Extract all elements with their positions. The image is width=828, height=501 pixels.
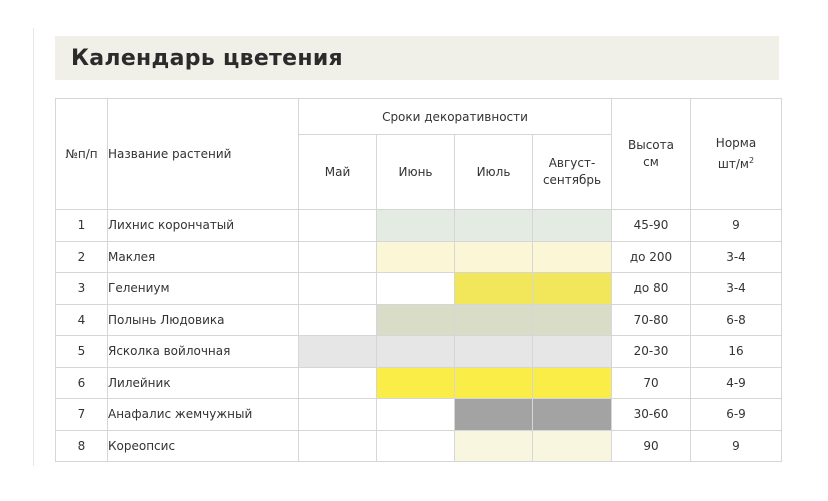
title-bar: Календарь цветения xyxy=(55,36,779,80)
row-number: 5 xyxy=(55,335,108,368)
row-number: 4 xyxy=(55,303,108,336)
bloom-cell-july xyxy=(454,240,533,273)
bloom-cell-june xyxy=(376,209,455,242)
bloom-cell-july xyxy=(454,303,533,336)
plant-name: Лилейник xyxy=(107,366,299,399)
plant-name: Кореопсис xyxy=(107,429,299,462)
bloom-cell-june xyxy=(376,366,455,399)
bloom-cell-aug-sep xyxy=(532,303,612,336)
header-norm-sup: 2 xyxy=(748,156,755,165)
bloom-cell-june xyxy=(376,335,455,368)
plant-name: Анафалис жемчужный xyxy=(107,398,299,431)
bloom-cell-june xyxy=(376,429,455,462)
plant-height: до 80 xyxy=(611,272,691,305)
bloom-cell-june xyxy=(376,303,455,336)
plant-name: Лихнис корончатый xyxy=(107,209,299,242)
bloom-cell-may xyxy=(298,209,377,242)
plant-norm: 9 xyxy=(690,209,782,242)
table-row: 2 Маклея до 200 3-4 xyxy=(55,240,782,273)
bloom-cell-july xyxy=(454,209,533,242)
plant-norm: 3-4 xyxy=(690,240,782,273)
row-number: 1 xyxy=(55,209,108,242)
plant-height: 45-90 xyxy=(611,209,691,242)
table-row: 3 Гелениум до 80 3-4 xyxy=(55,272,782,305)
header-height-text: Высота см xyxy=(628,138,674,169)
header-month-may: Май xyxy=(298,134,377,210)
page-title: Календарь цветения xyxy=(71,45,343,71)
bloom-cell-june xyxy=(376,272,455,305)
bloom-cell-july xyxy=(454,429,533,462)
bloom-cell-aug-sep xyxy=(532,272,612,305)
row-number: 6 xyxy=(55,366,108,399)
plant-name: Ясколка войлочная xyxy=(107,335,299,368)
bloom-cell-july xyxy=(454,335,533,368)
header-month-july: Июль xyxy=(454,134,533,210)
bloom-cell-july xyxy=(454,272,533,305)
plant-height: 20-30 xyxy=(611,335,691,368)
bloom-cell-may xyxy=(298,366,377,399)
row-number: 3 xyxy=(55,272,108,305)
plant-norm: 9 xyxy=(690,429,782,462)
table-row: 7 Анафалис жемчужный 30-60 6-9 xyxy=(55,398,782,431)
bloom-cell-july xyxy=(454,398,533,431)
plant-name: Гелениум xyxy=(107,272,299,305)
table-row: 4 Полынь Людовика 70-80 6-8 xyxy=(55,303,782,336)
plant-height: 30-60 xyxy=(611,398,691,431)
bloom-cell-aug-sep xyxy=(532,398,612,431)
row-number: 8 xyxy=(55,429,108,462)
row-number: 2 xyxy=(55,240,108,273)
header-norm-text: Норма шт/м xyxy=(715,136,757,171)
plant-height: до 200 xyxy=(611,240,691,273)
plant-norm: 4-9 xyxy=(690,366,782,399)
row-number: 7 xyxy=(55,398,108,431)
header-month-aug-sep: Август- сентябрь xyxy=(532,134,612,210)
plant-norm: 16 xyxy=(690,335,782,368)
bloom-cell-june xyxy=(376,240,455,273)
header-height: Высота см xyxy=(611,98,691,210)
bloom-cell-aug-sep xyxy=(532,335,612,368)
header-month-june: Июнь xyxy=(376,134,455,210)
header-name: Название растений xyxy=(107,98,299,210)
plant-norm: 6-8 xyxy=(690,303,782,336)
bloom-cell-may xyxy=(298,303,377,336)
plant-norm: 3-4 xyxy=(690,272,782,305)
table-row: 5 Ясколка войлочная 20-30 16 xyxy=(55,335,782,368)
table-row: 6 Лилейник 70 4-9 xyxy=(55,366,782,399)
plant-height: 70-80 xyxy=(611,303,691,336)
bloom-cell-june xyxy=(376,398,455,431)
plant-height: 70 xyxy=(611,366,691,399)
bloom-cell-july xyxy=(454,366,533,399)
table-row: 1 Лихнис корончатый 45-90 9 xyxy=(55,209,782,242)
header-period-group: Сроки декоративности xyxy=(298,98,612,135)
header-num: №п/п xyxy=(55,98,108,210)
bloom-cell-aug-sep xyxy=(532,366,612,399)
left-margin-rule xyxy=(33,28,34,466)
bloom-cell-may xyxy=(298,272,377,305)
bloom-cell-may xyxy=(298,398,377,431)
table-row: 8 Кореопсис 90 9 xyxy=(55,429,782,462)
bloom-cell-aug-sep xyxy=(532,209,612,242)
bloom-calendar-table: №п/п Название растений Сроки декоративно… xyxy=(55,98,782,462)
bloom-cell-aug-sep xyxy=(532,429,612,462)
plant-norm: 6-9 xyxy=(690,398,782,431)
plant-name: Маклея xyxy=(107,240,299,273)
bloom-cell-may xyxy=(298,335,377,368)
bloom-cell-may xyxy=(298,240,377,273)
plant-height: 90 xyxy=(611,429,691,462)
bloom-cell-may xyxy=(298,429,377,462)
header-norm: Норма шт/м2 xyxy=(690,98,782,210)
bloom-cell-aug-sep xyxy=(532,240,612,273)
plant-name: Полынь Людовика xyxy=(107,303,299,336)
